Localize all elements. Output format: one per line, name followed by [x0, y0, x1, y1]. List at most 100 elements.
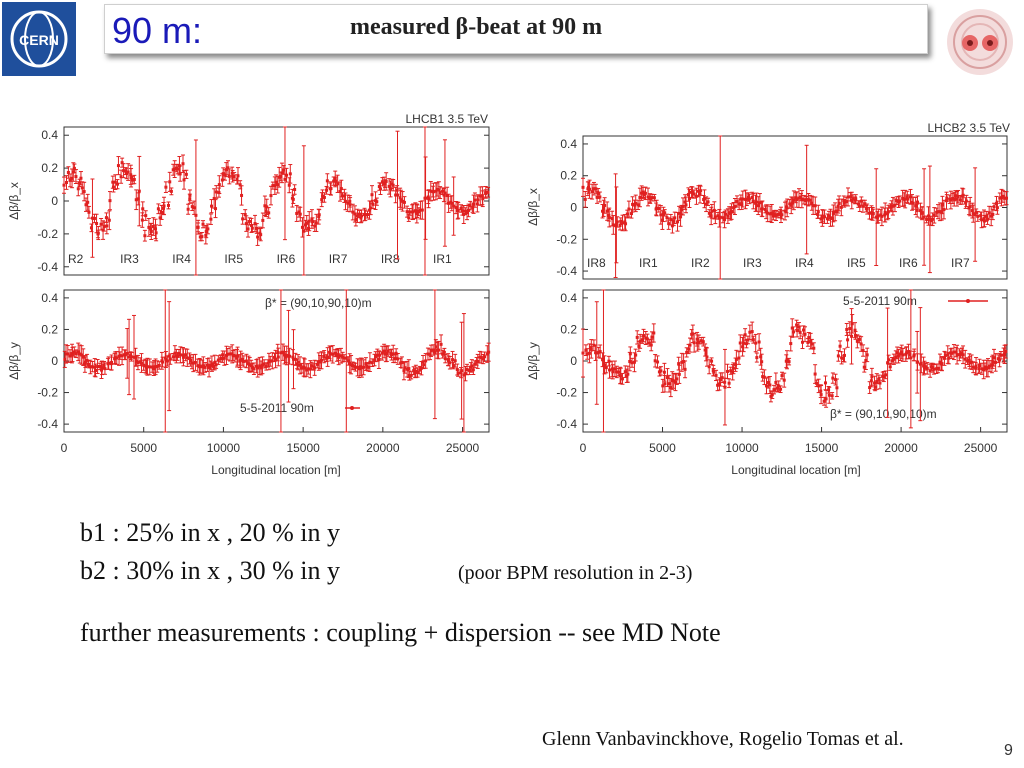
data-point	[859, 342, 863, 346]
data-point	[387, 184, 391, 188]
data-point	[762, 375, 766, 379]
data-point	[915, 209, 919, 213]
data-point	[914, 204, 918, 208]
data-point	[481, 197, 485, 201]
panel-b1-x: LHCB1 3.5 TeV Δβ/β_x 0.4 0.2 0 -0.2 -0.4 R2 I…	[7, 112, 491, 276]
data-point	[132, 178, 136, 182]
y-tick-label: -0.2	[556, 232, 577, 246]
data-point	[116, 182, 120, 186]
data-point	[83, 360, 87, 364]
data-point	[354, 365, 358, 369]
data-point	[279, 174, 283, 178]
data-point	[610, 217, 614, 221]
data-point	[684, 203, 688, 207]
data-point	[471, 206, 475, 210]
data-point	[281, 350, 285, 354]
ir-label: IR3	[743, 256, 762, 270]
data-point	[680, 360, 684, 364]
data-point	[437, 188, 441, 192]
data-point	[184, 172, 188, 176]
data-point	[252, 367, 256, 371]
data-point	[356, 365, 360, 369]
data-points	[581, 289, 1008, 433]
data-point	[628, 360, 632, 364]
y-tick-label: -0.4	[37, 260, 58, 274]
data-point	[751, 338, 755, 342]
data-point	[827, 214, 831, 218]
data-point	[1003, 352, 1007, 356]
data-point	[100, 366, 104, 370]
data-point	[733, 205, 737, 209]
data-point	[471, 368, 475, 372]
data-point	[132, 355, 136, 359]
data-point	[816, 212, 820, 216]
data-point	[96, 231, 100, 235]
data-point	[311, 220, 315, 224]
data-point	[802, 328, 806, 332]
data-point	[408, 210, 412, 214]
data-point	[65, 180, 69, 184]
data-point	[150, 365, 154, 369]
data-point	[88, 365, 92, 369]
data-point	[226, 352, 230, 356]
data-point	[370, 193, 374, 197]
slide-subtitle: measured β-beat at 90 m	[350, 14, 603, 40]
data-point	[200, 235, 204, 239]
data-point	[486, 190, 490, 194]
data-point	[698, 192, 702, 196]
data-point	[828, 216, 832, 220]
data-point	[714, 373, 718, 377]
data-point	[850, 322, 854, 326]
x-tick-label: 0	[61, 441, 68, 455]
data-point	[70, 352, 74, 356]
legend-marker	[966, 299, 970, 303]
data-point	[587, 186, 591, 190]
data-point	[407, 374, 411, 378]
data-point	[743, 333, 747, 337]
data-point	[373, 358, 377, 362]
data-point	[80, 353, 84, 357]
data-point	[396, 357, 400, 361]
data-point	[178, 353, 182, 357]
data-point	[120, 354, 124, 358]
data-point	[908, 353, 912, 357]
data-point	[894, 355, 898, 359]
data-point	[137, 189, 141, 193]
page-number: 9	[1004, 742, 1013, 759]
data-point	[827, 393, 831, 397]
data-point	[764, 210, 768, 214]
data-point	[136, 361, 140, 365]
data-point	[173, 167, 177, 171]
data-point	[964, 201, 968, 205]
ir-label: R2	[68, 252, 84, 266]
data-point	[181, 162, 185, 166]
data-point	[221, 172, 225, 176]
data-point	[936, 366, 940, 370]
data-point	[734, 357, 738, 361]
data-point	[918, 209, 922, 213]
data-point	[442, 350, 446, 354]
data-point	[317, 215, 321, 219]
data-point	[446, 359, 450, 363]
data-point	[201, 222, 205, 226]
data-point	[441, 352, 445, 356]
data-point	[637, 344, 641, 348]
data-point	[485, 352, 489, 356]
y-ticks: 0.4 0.2 0 -0.2 -0.4	[556, 137, 1007, 278]
data-point	[595, 351, 599, 355]
data-point	[803, 332, 807, 336]
data-point	[831, 376, 835, 380]
data-point	[710, 209, 714, 213]
data-point	[857, 337, 861, 341]
data-point	[628, 352, 632, 356]
data-point	[802, 198, 806, 202]
data-point	[806, 198, 810, 202]
data-point	[143, 234, 147, 238]
data-point	[450, 201, 454, 205]
data-point	[755, 200, 759, 204]
data-point	[291, 355, 295, 359]
data-point	[790, 326, 794, 330]
data-point	[940, 210, 944, 214]
data-point	[405, 367, 409, 371]
data-point	[672, 219, 676, 223]
